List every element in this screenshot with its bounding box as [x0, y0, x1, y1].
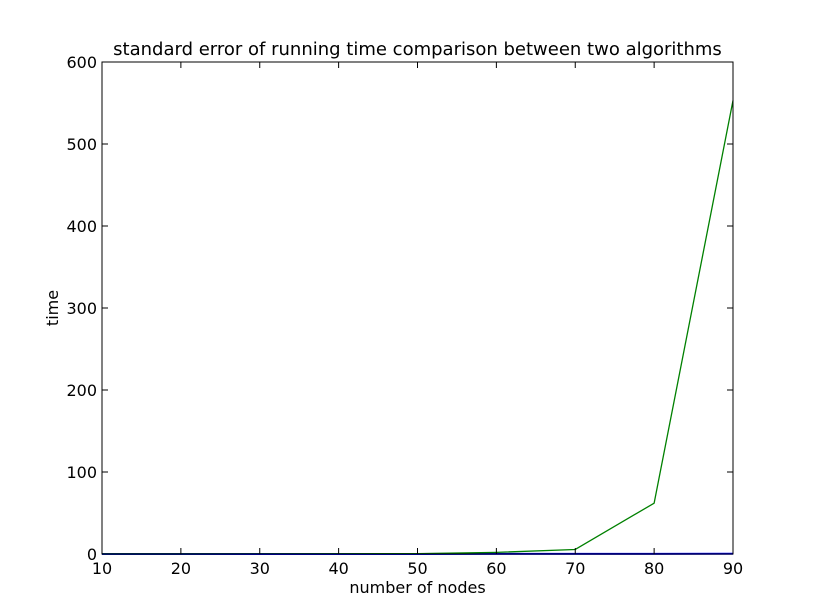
tick-labels-layer: 10 20 30 40 50 60 70 80 90 0 100 200 300 400 500 600	[66, 53, 743, 578]
x-tick-label: 80	[644, 559, 664, 578]
plot-area	[101, 61, 734, 555]
x-tick-label: 90	[723, 559, 743, 578]
chart-title: standard error of running time compariso…	[113, 39, 722, 60]
x-tick-label: 70	[565, 559, 585, 578]
y-axis-label: time	[43, 290, 62, 326]
x-tick-label: 10	[92, 559, 112, 578]
x-tick-label: 50	[407, 559, 427, 578]
y-tick-label: 400	[66, 217, 97, 236]
x-tick-label: 30	[250, 559, 270, 578]
y-tick-label: 600	[66, 53, 97, 72]
x-axis-label: number of nodes	[349, 578, 485, 597]
plot-frame	[101, 61, 734, 555]
y-tick-label: 300	[66, 299, 97, 318]
y-tick-label: 200	[66, 381, 97, 400]
plot-background	[102, 62, 733, 554]
x-tick-label: 20	[171, 559, 191, 578]
y-tick-label: 500	[66, 135, 97, 154]
x-tick-label: 40	[328, 559, 348, 578]
y-tick-label: 0	[87, 545, 97, 564]
y-tick-label: 100	[66, 463, 97, 482]
x-tick-label: 60	[486, 559, 506, 578]
